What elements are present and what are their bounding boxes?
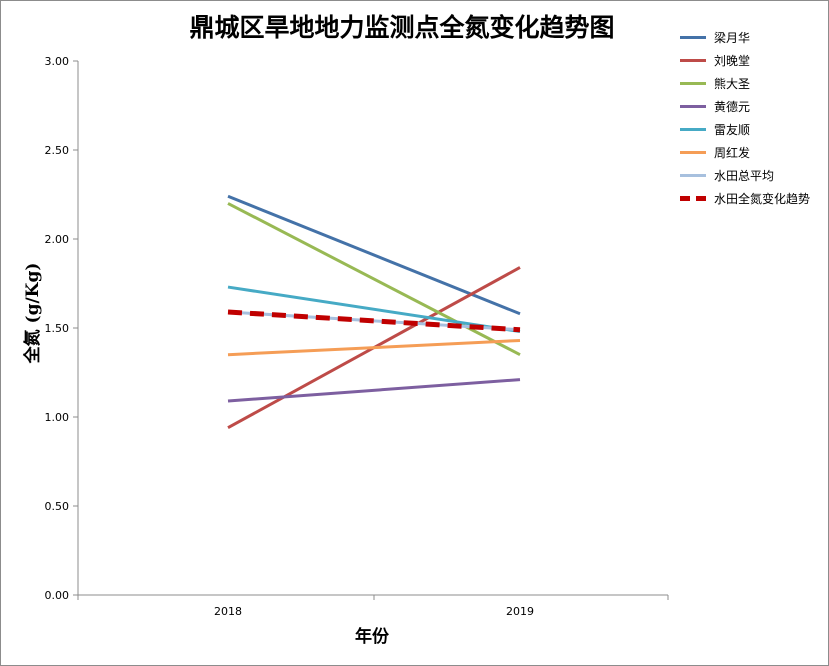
x-axis-label: 年份 (355, 626, 390, 647)
legend-swatch (680, 128, 706, 131)
legend-swatch (680, 174, 706, 177)
y-tick-label: 2.00 (45, 233, 70, 246)
series-line-3 (227, 202, 521, 357)
legend-item: 熊大圣 (680, 72, 829, 95)
legend-label: 水田全氮变化趋势 (714, 192, 811, 206)
legend-label: 雷友顺 (714, 123, 751, 137)
y-tick-label: 1.00 (45, 411, 70, 424)
legend-swatch (680, 105, 706, 108)
legend-label: 水田总平均 (714, 169, 775, 183)
tick-labels: 0.00 0.50 1.00 1.50 2.00 2.50 3.00 2018 2019 (45, 55, 535, 618)
series-line-1 (227, 194, 521, 316)
legend-label: 黄德元 (714, 100, 751, 114)
chart-title: 鼎城区旱地地力监测点全氮变化趋势图 (189, 13, 615, 42)
y-tick-label: 0.00 (45, 589, 70, 602)
y-tick-label: 2.50 (45, 144, 70, 157)
y-tick-label: 3.00 (45, 55, 70, 68)
legend-swatch (680, 82, 706, 85)
legend-item: 水田全氮变化趋势 (680, 187, 829, 210)
series-lines (227, 194, 521, 429)
y-tick-label: 1.50 (45, 322, 70, 335)
legend-item: 梁月华 (680, 26, 829, 49)
legend-label: 刘晚堂 (714, 54, 751, 68)
legend-label: 熊大圣 (714, 77, 751, 91)
legend-swatch (680, 59, 706, 62)
chart-axes (73, 60, 669, 600)
x-tick-label: 2018 (214, 605, 242, 618)
legend-label: 周红发 (714, 146, 751, 160)
legend-item: 雷友顺 (680, 118, 829, 141)
series-line-6 (227, 338, 521, 357)
legend-swatch (680, 151, 706, 154)
legend-label: 梁月华 (714, 31, 751, 45)
legend-item: 黄德元 (680, 95, 829, 118)
series-line-5 (227, 285, 521, 334)
legend-swatch (680, 36, 706, 39)
series-line-8 (227, 309, 521, 333)
legend-swatch (680, 196, 706, 201)
series-line-4 (227, 378, 521, 403)
y-axis-label: 全氮 (g/Kg) (22, 263, 43, 365)
legend-item: 周红发 (680, 141, 829, 164)
chart-legend: 梁月华刘晚堂熊大圣黄德元雷友顺周红发水田总平均水田全氮变化趋势 (680, 26, 829, 210)
legend-item: 刘晚堂 (680, 49, 829, 72)
x-tick-label: 2019 (506, 605, 534, 618)
y-tick-label: 0.50 (45, 500, 70, 513)
legend-item: 水田总平均 (680, 164, 829, 187)
